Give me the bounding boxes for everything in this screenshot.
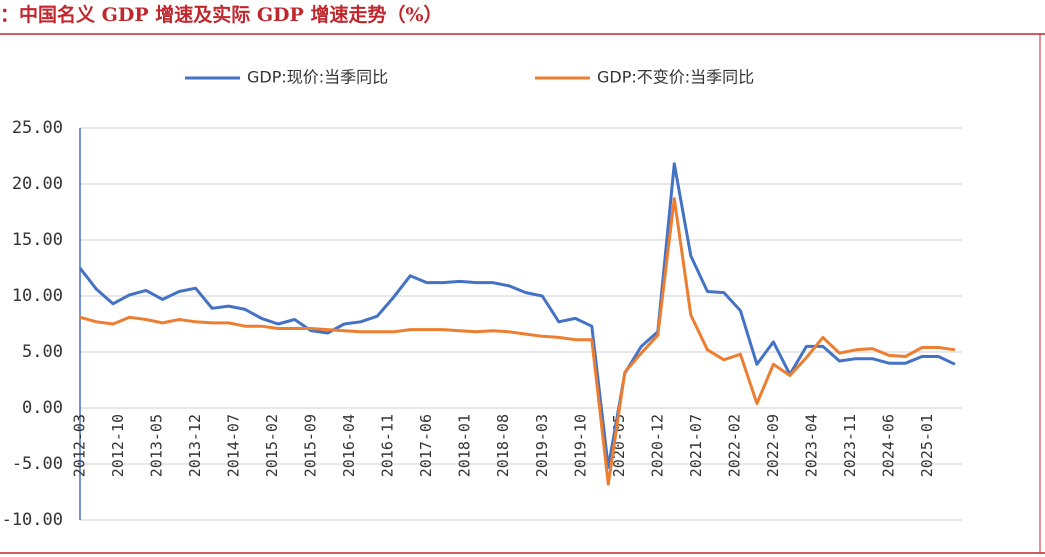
chart-title: ：中国名义 GDP 增速及实际 GDP 增速走势（%） (0, 3, 443, 26)
y-tick-label: 15.00 (12, 230, 63, 250)
legend-label: GDP:不变价:当季同比 (597, 68, 754, 87)
x-tick-label: 2024-06 (879, 414, 897, 477)
y-tick-label: 20.00 (12, 174, 63, 194)
x-tick-label: 2013-12 (186, 414, 204, 477)
legend-label: GDP:现价:当季同比 (247, 68, 388, 87)
y-tick-label: -5.00 (12, 454, 63, 474)
y-tick-label: 0.00 (22, 398, 63, 418)
x-tick-label: 2015-02 (263, 414, 281, 477)
series-line (78, 162, 956, 469)
y-tick-label: 5.00 (22, 342, 63, 362)
x-tick-label: 2016-11 (379, 414, 397, 477)
x-tick-label: 2019-10 (571, 414, 589, 477)
x-tick-label: 2012-03 (71, 414, 89, 477)
x-tick-label: 2025-01 (918, 414, 936, 477)
x-tick-label: 2017-06 (417, 414, 435, 477)
x-tick-label: 2016-04 (340, 414, 358, 477)
x-tick-label: 2023-11 (841, 414, 859, 477)
x-tick-label: 2021-07 (687, 414, 705, 477)
x-tick-label: 2013-05 (148, 414, 166, 477)
x-tick-label: 2015-09 (302, 414, 320, 477)
x-tick-label: 2019-03 (533, 414, 551, 477)
series-line (79, 197, 956, 486)
x-tick-label: 2022-02 (725, 414, 743, 477)
x-tick-label: 2022-09 (764, 414, 782, 477)
y-tick-label: 25.00 (12, 118, 63, 138)
x-tick-label: 2020-12 (648, 414, 666, 477)
x-tick-label: 2018-01 (456, 414, 474, 477)
x-tick-label: 2012-10 (109, 414, 127, 477)
y-tick-label: -10.00 (2, 510, 63, 530)
x-tick-label: 2018-08 (494, 414, 512, 477)
x-tick-label: 2023-04 (802, 414, 820, 477)
x-tick-label: 2014-07 (225, 414, 243, 477)
y-tick-label: 10.00 (12, 286, 63, 306)
